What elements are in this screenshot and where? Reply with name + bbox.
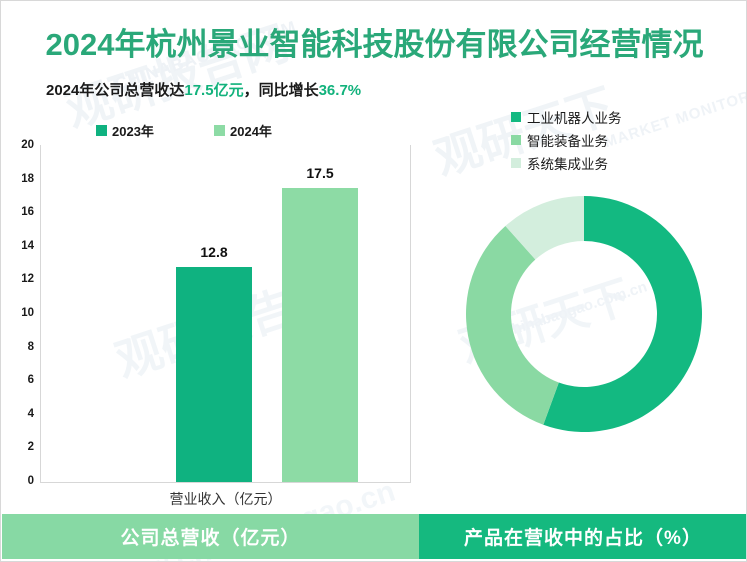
donut-chart-panel: 工业机器人业务 智能装备业务 系统集成业务	[419, 101, 746, 506]
y-axis-tick: 2	[27, 441, 34, 454]
subtitle-part-2: ，同比增长	[243, 82, 319, 99]
legend-label-2023: 2023年	[112, 124, 154, 139]
donut-chart	[466, 196, 702, 432]
y-axis-tick: 6	[27, 374, 34, 387]
donut-chart-legend: 工业机器人业务 智能装备业务 系统集成业务	[511, 107, 622, 176]
legend-swatch-smart-equipment	[511, 135, 521, 145]
bar-2023年	[176, 266, 252, 482]
bar-2024年	[282, 188, 358, 482]
bar-x-axis-label: 营业收入（亿元）	[169, 491, 282, 507]
banner-right-product-share: 产品在营收中的占比（%）	[419, 514, 746, 559]
subtitle-highlight-revenue: 17.5亿元	[184, 82, 244, 99]
y-axis-tick: 10	[21, 307, 34, 319]
bar-value-label: 17.5	[306, 165, 334, 181]
y-axis-tick: 16	[21, 206, 34, 219]
legend-label-2024: 2024年	[230, 124, 272, 139]
page-title: 2024年杭州景业智能科技股份有限公司经营情况	[45, 27, 704, 62]
bottom-banner: 公司总营收（亿元） 产品在营收中的占比（%）	[2, 514, 746, 559]
legend-item-2024: 2024年	[214, 121, 272, 140]
y-axis-tick: 8	[27, 340, 34, 353]
donut-slice-0	[543, 196, 702, 432]
bar-plot-area: 0 2 4 6 8 10 12 14 16 18 20 12.8 17.5	[21, 139, 411, 487]
legend-item-system-integration: 系统集成业务	[511, 153, 622, 173]
legend-label-system-integration: 系统集成业务	[527, 157, 608, 172]
y-axis-tick: 14	[21, 239, 34, 252]
y-axis-tick: 0	[27, 475, 34, 487]
bar-value-label: 12.8	[200, 243, 228, 260]
y-axis-tick: 20	[21, 139, 34, 151]
subtitle-summary: 2024年公司总营收达17.5亿元，同比增长36.7%	[46, 79, 361, 100]
legend-swatch-2023	[96, 125, 107, 136]
legend-swatch-industrial-robot	[511, 112, 521, 122]
subtitle-part-0: 2024年公司总营收达	[46, 82, 185, 99]
banner-left-total-revenue: 公司总营收（亿元）	[2, 514, 419, 559]
y-axis-tick: 18	[21, 172, 34, 185]
donut-slice-2	[505, 196, 584, 260]
subtitle-highlight-growth: 36.7%	[318, 82, 362, 99]
legend-swatch-system-integration	[511, 158, 521, 168]
legend-item-2023: 2023年	[96, 121, 154, 140]
bar-chart-panel: 2023年 2024年 0 2 4 6 8 10 12 14 16 18 20 12.8 17.5 营业…	[1, 113, 419, 507]
legend-swatch-2024	[214, 125, 225, 136]
legend-item-industrial-robot: 工业机器人业务	[511, 107, 622, 127]
legend-label-smart-equipment: 智能装备业务	[527, 134, 608, 149]
bar-chart-legend: 2023年 2024年	[96, 121, 326, 143]
y-axis-tick: 4	[27, 407, 34, 420]
donut-slice-1	[466, 225, 559, 425]
legend-item-smart-equipment: 智能装备业务	[511, 130, 622, 150]
y-axis-tick: 12	[21, 273, 34, 286]
legend-label-industrial-robot: 工业机器人业务	[527, 111, 622, 126]
